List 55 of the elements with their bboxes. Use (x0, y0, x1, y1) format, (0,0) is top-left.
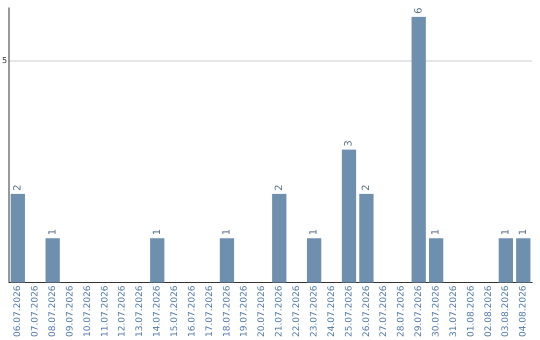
bar (150, 238, 164, 282)
x-tick-label: 02.08.2026 (484, 285, 494, 337)
x-tick-label: 18.07.2026 (222, 285, 232, 337)
x-tick-label: 19.07.2026 (240, 285, 250, 337)
data-label: 2 (361, 184, 372, 191)
bar (428, 238, 444, 282)
data-label: 2 (12, 184, 24, 191)
x-tick-label: 27.07.2026 (379, 285, 390, 337)
x-tick-label: 20.07.2026 (257, 285, 268, 337)
x-tick-label: 04.08.2026 (518, 285, 529, 337)
bar (342, 150, 356, 282)
x-tick-label: 31.07.2026 (448, 285, 459, 337)
x-tick-label: 21.07.2026 (274, 285, 285, 337)
x-tick-label: 23.07.2026 (309, 285, 320, 337)
bar (516, 238, 530, 282)
data-label: 6 (413, 7, 424, 14)
bar (498, 238, 513, 282)
x-tick-label: 06.07.2026 (13, 285, 24, 337)
data-label: 2 (274, 184, 285, 191)
bar (359, 194, 374, 282)
x-tick-label: 26.07.2026 (362, 285, 372, 337)
x-tick-label: 10.07.2026 (82, 285, 93, 337)
bar (412, 16, 426, 282)
bar (10, 194, 25, 282)
x-tick-label: 07.07.2026 (30, 285, 41, 337)
x-tick-label: 13.07.2026 (135, 285, 146, 337)
data-label: 1 (518, 228, 529, 236)
data-label: 1 (430, 228, 442, 236)
bar (306, 238, 322, 282)
data-label: 1 (308, 228, 320, 236)
data-label: 3 (344, 140, 355, 147)
x-tick-label: 03.08.2026 (501, 285, 512, 337)
x-tick-label: 30.07.2026 (431, 285, 442, 337)
data-label: 1 (152, 228, 163, 236)
x-tick-label: 15.07.2026 (170, 285, 180, 337)
x-tick-label: 24.07.2026 (326, 285, 337, 337)
x-tick-label: 16.07.2026 (187, 285, 198, 337)
x-tick-label: 01.08.2026 (466, 285, 476, 337)
data-label: 1 (500, 228, 512, 236)
y-tick-label: 5 (2, 56, 8, 66)
x-tick-label: 29.07.2026 (414, 285, 424, 337)
bar (46, 238, 60, 282)
x-tick-label: 14.07.2026 (152, 285, 163, 337)
x-tick-label: 17.07.2026 (204, 285, 215, 337)
x-tick-label: 09.07.2026 (65, 285, 76, 337)
x-tick-label: 28.07.2026 (396, 285, 407, 337)
data-label: 1 (222, 228, 233, 236)
x-tick-label: 11.07.2026 (100, 285, 110, 337)
data-label: 1 (47, 228, 58, 236)
x-tick-label: 12.07.2026 (118, 285, 128, 337)
x-tick-label: 08.07.2026 (48, 285, 58, 337)
bar (220, 238, 234, 282)
bar (272, 194, 286, 282)
x-tick-label: 22.07.2026 (292, 285, 302, 337)
x-tick-label: 25.07.2026 (344, 285, 354, 337)
